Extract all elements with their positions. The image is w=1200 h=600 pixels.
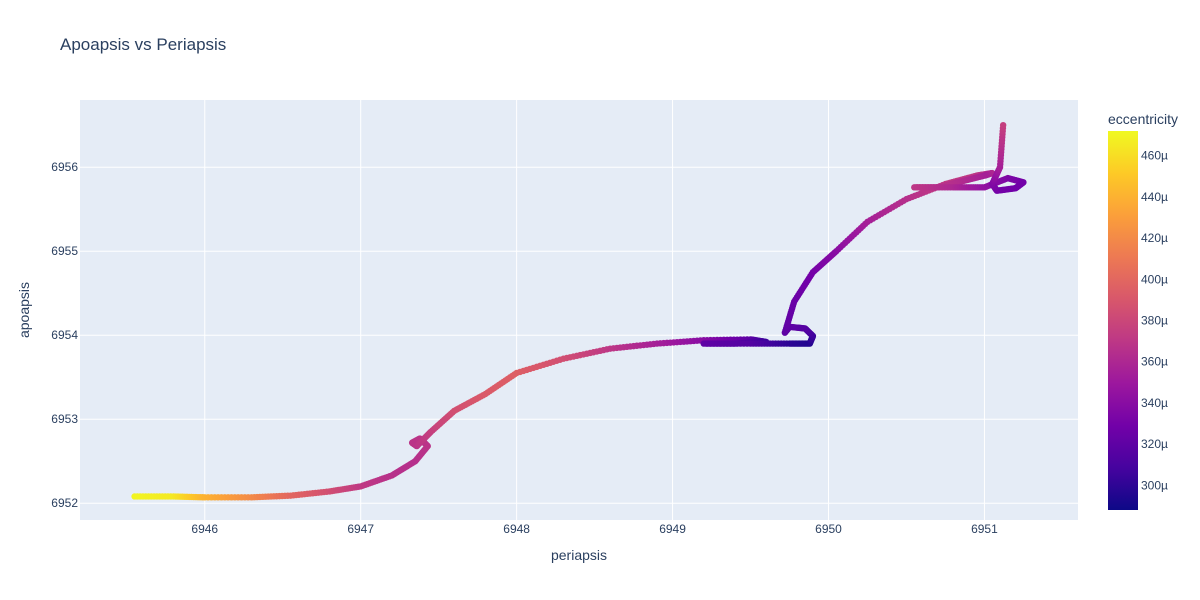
y-tick-label: 6956 — [51, 160, 78, 174]
scatter-point — [999, 122, 1007, 129]
x-axis-title: periapsis — [551, 547, 607, 563]
x-tick-label: 6946 — [191, 522, 218, 536]
colorbar-title: eccentricity — [1108, 111, 1178, 127]
y-axis-title: apoapsis — [16, 282, 32, 338]
y-tick-label: 6953 — [51, 412, 78, 426]
colorbar-tick-label: 400µ — [1141, 272, 1168, 286]
y-axis-ticks: 6952 6953 6954 6955 6956 — [51, 160, 78, 510]
colorbar-tick-label: 440µ — [1141, 190, 1168, 204]
x-axis-ticks: 6946 6947 6948 6949 6950 6951 — [191, 522, 998, 536]
plot-area — [80, 100, 1078, 520]
colorbar-tick-label: 360µ — [1141, 355, 1168, 369]
gridlines — [80, 100, 1078, 520]
colorbar-tick-label: 320µ — [1141, 437, 1168, 451]
scatter-series — [131, 122, 1027, 501]
y-tick-label: 6952 — [51, 496, 78, 510]
colorbar-tick-label: 340µ — [1141, 396, 1168, 410]
colorbar — [1108, 131, 1138, 510]
x-tick-label: 6950 — [815, 522, 842, 536]
y-tick-label: 6954 — [51, 328, 78, 342]
chart-title: Apoapsis vs Periapsis — [60, 35, 226, 54]
y-tick-label: 6955 — [51, 244, 78, 258]
x-tick-label: 6949 — [659, 522, 686, 536]
colorbar-tick-label: 420µ — [1141, 231, 1168, 245]
colorbar-ticks: 300µ 320µ 340µ 360µ 380µ 400µ 420µ 440µ 460µ — [1141, 149, 1168, 493]
colorbar-tick-label: 380µ — [1141, 314, 1168, 328]
x-tick-label: 6951 — [971, 522, 998, 536]
x-tick-label: 6947 — [347, 522, 374, 536]
colorbar-tick-label: 460µ — [1141, 149, 1168, 163]
x-tick-label: 6948 — [503, 522, 530, 536]
colorbar-tick-label: 300µ — [1141, 478, 1168, 492]
